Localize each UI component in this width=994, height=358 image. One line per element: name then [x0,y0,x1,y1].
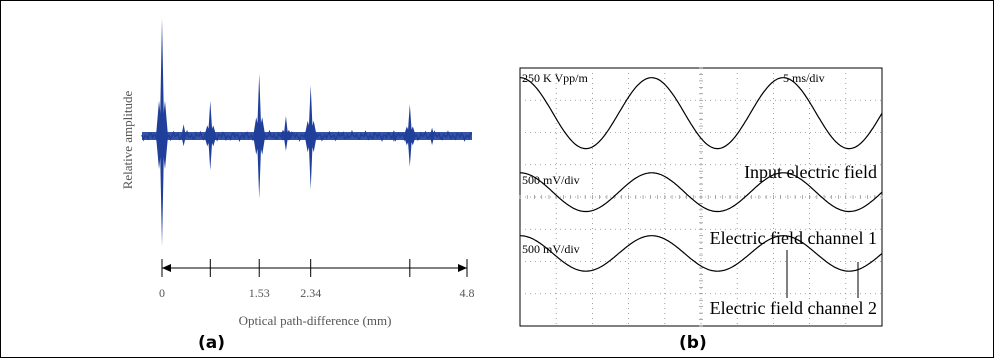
interferogram-peak [253,73,266,199]
panel-a-ylabel: Relative amplitude [120,90,135,189]
panel-a-x-axis: 0 1.53 2.34 4.8 [159,259,475,300]
interferogram-peak [391,130,397,142]
series-scale-channel-1: 500 mV/div [522,173,580,187]
x-tick-label: 0 [159,286,165,300]
x-tick-label: 4.8 [460,286,475,300]
panel-a-signal-trace [141,18,473,247]
interferogram-peak [279,115,292,151]
interferogram-peak [429,127,435,146]
x-tick-label: 2.34 [300,286,321,300]
panel-a-caption: (a) [198,333,226,353]
panel-b-oscilloscope: 250 K Vpp/m 5 ms/div Input electric fiel… [519,67,883,327]
series-label-channel-1: Electric field channel 1 [710,228,877,248]
series-scale-channel-2: 500 mV/div [522,242,580,256]
series-label-channel-2: Electric field channel 2 [710,298,877,318]
panel-a-chart: Relative amplitude 0 1.53 2.34 4.8 Optical … [120,18,475,328]
scope-trace-2 [520,172,883,213]
scope-scale-top-left: 250 K Vpp/m [522,71,588,85]
interferogram-peak [304,85,317,190]
axis-arrow-left [162,264,171,272]
axis-arrow-right [458,264,467,272]
panel-b-caption: (b) [679,333,707,353]
scope-trace-1 [520,77,883,150]
interferogram-peak [403,104,416,167]
interferogram-peak [181,124,186,147]
scope-traces [520,77,883,272]
scope-trace-3 [520,235,883,272]
scope-grid [519,67,883,327]
series-label-input-field: Input electric field [744,162,877,182]
x-tick-label: 1.53 [249,286,270,300]
panel-a-xlabel: Optical path-difference (mm) [239,313,392,328]
interferogram-peak [156,18,168,247]
scope-scale-top-right: 5 ms/div [783,71,825,85]
interferogram-peak [204,100,217,171]
